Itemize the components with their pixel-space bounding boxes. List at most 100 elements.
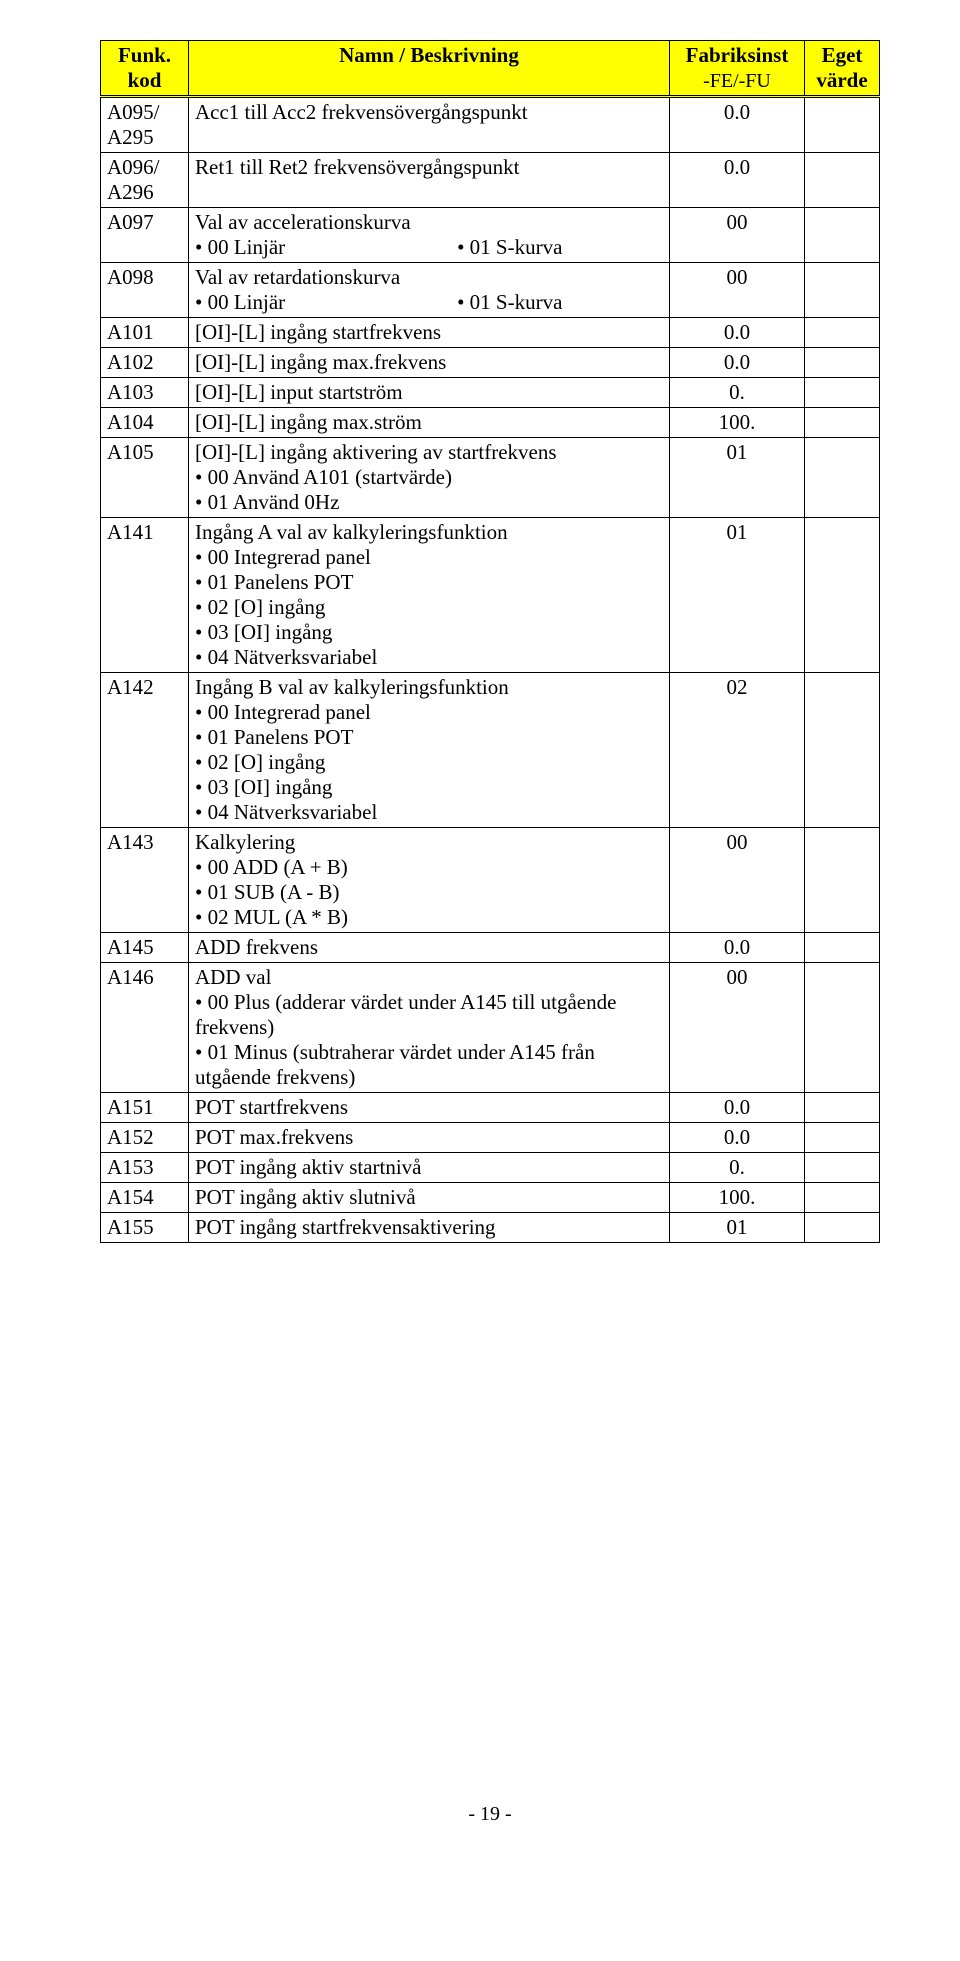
cell-description: POT ingång aktiv slutnivå — [189, 1183, 670, 1213]
table-row: A151POT startfrekvens0.0 — [101, 1093, 880, 1123]
table-row: A141Ingång A val av kalkyleringsfunktion… — [101, 518, 880, 673]
cell-factory: 01 — [670, 1213, 805, 1243]
cell-code: A096/ A296 — [101, 153, 189, 208]
table-row: A102[OI]-[L] ingång max.frekvens0.0 — [101, 348, 880, 378]
description-text: Val av accelerationskurva — [195, 210, 663, 235]
cell-description: Ret1 till Ret2 frekvensövergångspunkt — [189, 153, 670, 208]
description-text: POT ingång aktiv startnivå — [195, 1155, 663, 1180]
cell-code: A155 — [101, 1213, 189, 1243]
table-row: A105[OI]-[L] ingång aktivering av startf… — [101, 438, 880, 518]
description-text: [OI]-[L] ingång aktivering av startfrekv… — [195, 440, 663, 465]
header-factory: Fabriksinst -FE/-FU — [670, 41, 805, 97]
description-text: [OI]-[L] ingång max.frekvens — [195, 350, 663, 375]
cell-description: Acc1 till Acc2 frekvensövergångspunkt — [189, 97, 670, 153]
cell-description: [OI]-[L] ingång max.ström — [189, 408, 670, 438]
header-name: Namn / Beskrivning — [189, 41, 670, 97]
cell-factory: 0.0 — [670, 933, 805, 963]
cell-code: A101 — [101, 318, 189, 348]
cell-factory: 00 — [670, 263, 805, 318]
option-bullet: • 03 [OI] ingång — [195, 775, 663, 800]
table-row: A104[OI]-[L] ingång max.ström100. — [101, 408, 880, 438]
description-text: ADD frekvens — [195, 935, 663, 960]
cell-description: POT startfrekvens — [189, 1093, 670, 1123]
description-text: [OI]-[L] ingång max.ström — [195, 410, 663, 435]
cell-eget — [805, 408, 880, 438]
cell-code: A146 — [101, 963, 189, 1093]
cell-code: A141 — [101, 518, 189, 673]
cell-eget — [805, 378, 880, 408]
option-bullet: • 02 [O] ingång — [195, 750, 663, 775]
cell-description: POT ingång aktiv startnivå — [189, 1153, 670, 1183]
header-eget-l2: värde — [816, 68, 867, 92]
header-code-l1: Funk. — [118, 43, 171, 67]
cell-eget — [805, 153, 880, 208]
option-bullet: • 02 MUL (A * B) — [195, 905, 663, 930]
cell-eget — [805, 97, 880, 153]
cell-code: A098 — [101, 263, 189, 318]
table-row: A098Val av retardationskurva• 00 Linjär•… — [101, 263, 880, 318]
cell-eget — [805, 263, 880, 318]
cell-factory: 100. — [670, 1183, 805, 1213]
cell-eget — [805, 1183, 880, 1213]
cell-eget — [805, 1213, 880, 1243]
option-bullet: • 01 Använd 0Hz — [195, 490, 663, 515]
cell-code: A154 — [101, 1183, 189, 1213]
option-bullet: • 04 Nätverksvariabel — [195, 800, 663, 825]
header-eget: Eget värde — [805, 41, 880, 97]
header-eget-l1: Eget — [822, 43, 863, 67]
cell-description: ADD frekvens — [189, 933, 670, 963]
description-text: Ingång B val av kalkyleringsfunktion — [195, 675, 663, 700]
option-bullet: • 00 Integrerad panel — [195, 700, 663, 725]
cell-code: A153 — [101, 1153, 189, 1183]
cell-factory: 00 — [670, 208, 805, 263]
cell-factory: 0.0 — [670, 318, 805, 348]
cell-eget — [805, 828, 880, 933]
cell-code: A103 — [101, 378, 189, 408]
table-body: A095/ A295Acc1 till Acc2 frekvensövergån… — [101, 97, 880, 1243]
cell-eget — [805, 933, 880, 963]
cell-description: [OI]-[L] ingång max.frekvens — [189, 348, 670, 378]
cell-eget — [805, 438, 880, 518]
cell-factory: 0.0 — [670, 97, 805, 153]
cell-description: Kalkylering• 00 ADD (A + B)• 01 SUB (A -… — [189, 828, 670, 933]
cell-description: Ingång B val av kalkyleringsfunktion• 00… — [189, 673, 670, 828]
cell-eget — [805, 1123, 880, 1153]
option-bullet: • 01 Panelens POT — [195, 725, 663, 750]
cell-code: A143 — [101, 828, 189, 933]
cell-eget — [805, 348, 880, 378]
option-bullet: • 01 Minus (subtraherar värdet under A14… — [195, 1040, 663, 1090]
table-row: A142Ingång B val av kalkyleringsfunktion… — [101, 673, 880, 828]
header-code: Funk. kod — [101, 41, 189, 97]
cell-description: [OI]-[L] input startström — [189, 378, 670, 408]
cell-factory: 00 — [670, 828, 805, 933]
cell-factory: 0.0 — [670, 1123, 805, 1153]
cell-description: Val av accelerationskurva• 00 Linjär• 01… — [189, 208, 670, 263]
page-number: - 19 - — [100, 1803, 880, 1826]
cell-code: A142 — [101, 673, 189, 828]
table-row: A145ADD frekvens 0.0 — [101, 933, 880, 963]
cell-factory: 0. — [670, 1153, 805, 1183]
description-text: [OI]-[L] input startström — [195, 380, 663, 405]
option-right: • 01 S-kurva — [457, 235, 663, 260]
cell-code: A102 — [101, 348, 189, 378]
option-bullet: • 03 [OI] ingång — [195, 620, 663, 645]
cell-code: A145 — [101, 933, 189, 963]
table-row: A103[OI]-[L] input startström 0. — [101, 378, 880, 408]
cell-code: A105 — [101, 438, 189, 518]
option-two-col: • 00 Linjär• 01 S-kurva — [195, 290, 663, 315]
cell-code: A151 — [101, 1093, 189, 1123]
header-factory-l2: -FE/-FU — [703, 70, 771, 92]
description-text: Kalkylering — [195, 830, 663, 855]
cell-factory: 0.0 — [670, 153, 805, 208]
cell-eget — [805, 1093, 880, 1123]
cell-factory: 0. — [670, 378, 805, 408]
cell-factory: 02 — [670, 673, 805, 828]
description-text: Val av retardationskurva — [195, 265, 663, 290]
cell-factory: 01 — [670, 518, 805, 673]
header-factory-l1: Fabriksinst — [686, 43, 789, 67]
cell-description: ADD val• 00 Plus (adderar värdet under A… — [189, 963, 670, 1093]
option-right: • 01 S-kurva — [457, 290, 663, 315]
cell-factory: 00 — [670, 963, 805, 1093]
cell-factory: 0.0 — [670, 1093, 805, 1123]
description-text: POT ingång startfrekvensaktivering — [195, 1215, 663, 1240]
